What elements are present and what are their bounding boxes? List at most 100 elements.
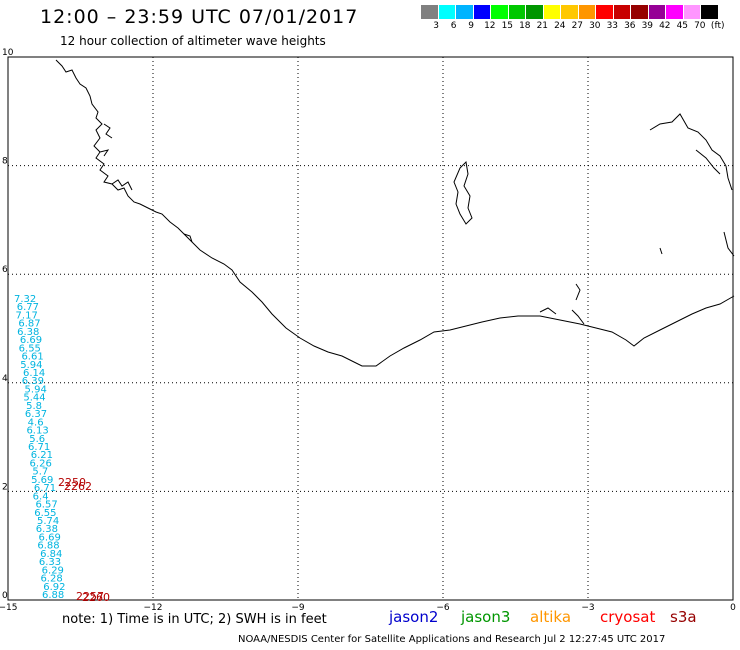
map-subtitle: 12 hour collection of altimeter wave hei… — [60, 34, 326, 48]
swh-label: 6.26 — [30, 458, 52, 469]
legend-swatch — [421, 5, 439, 19]
x-tick-label: −9 — [291, 603, 305, 610]
coastline-island-lake — [453, 160, 473, 225]
wave-height-map: −15 −12 −9 −6 −3 0 0 2 4 6 8 10 7.326.777.176.876.3… — [0, 48, 736, 610]
legend-swatch — [456, 5, 474, 19]
y-tick-label: 6 — [2, 265, 8, 275]
swh-label: 6.13 — [26, 426, 48, 437]
legend-label: 24 — [554, 21, 566, 31]
swh-label: 5.7 — [32, 467, 48, 478]
swh-label: 6.38 — [17, 327, 39, 338]
map-title: 12:00 – 23:59 UTC 07/01/2017 — [40, 6, 359, 28]
y-tick-label: 0 — [2, 591, 8, 601]
legend-label: 18 — [519, 21, 531, 31]
coastline-right-inlet — [649, 113, 735, 257]
y-tick-label: 8 — [2, 157, 8, 167]
y-tick-label: 10 — [2, 48, 14, 58]
swh-label: 6.38 — [36, 524, 58, 535]
color-legend — [421, 5, 719, 19]
legend-label: 12 — [484, 21, 496, 31]
legend-label: 30 — [589, 21, 601, 31]
x-tick-label: −6 — [436, 603, 450, 610]
mission-label-s3a: s3a — [670, 608, 697, 626]
legend-label: 39 — [641, 21, 654, 31]
legend-swatch — [473, 5, 491, 19]
map-frame — [7, 56, 734, 601]
y-tick-label: 2 — [2, 482, 8, 492]
swh-label: 7.32 — [14, 294, 36, 305]
swh-label: 6.69 — [20, 335, 42, 346]
mission-label-altika: altika — [530, 608, 572, 626]
legend-label: 21 — [536, 21, 549, 31]
swh-label: 6.28 — [40, 574, 62, 585]
swh-label: 5.44 — [23, 393, 45, 404]
swh-label: 6.71 — [34, 483, 56, 494]
swh-label: 5.94 — [20, 360, 42, 371]
swh-label: 6.21 — [31, 450, 53, 461]
swh-label: 6.4 — [33, 491, 49, 502]
legend-label: 42 — [659, 21, 671, 31]
legend-swatch — [561, 5, 579, 19]
axis-ticks: −15 −12 −9 −6 −3 0 0 2 4 6 8 10 — [0, 48, 736, 610]
swh-label: 6.88 — [42, 590, 64, 601]
swh-label-red: 2262 — [64, 480, 92, 493]
x-tick-label: −12 — [144, 603, 163, 610]
legend-label: 33 — [606, 21, 619, 31]
mission-label-cryosat: cryosat — [600, 608, 656, 626]
credit-footer: NOAA/NESDIS Center for Satellite Applica… — [238, 634, 666, 645]
legend-label: (ft) — [710, 21, 725, 31]
x-tick-label: −15 — [0, 603, 18, 610]
legend-label: 36 — [624, 21, 636, 31]
swh-label: 5.8 — [26, 401, 42, 412]
swh-label: 4.6 — [28, 417, 44, 428]
swh-label-red: 2250 — [58, 476, 86, 489]
coastline-main — [55, 59, 735, 367]
swh-label: 6.14 — [23, 368, 45, 379]
swh-label: 5.6 — [29, 434, 45, 445]
swh-label: 6.88 — [37, 541, 59, 552]
swh-label: 6.37 — [25, 409, 47, 420]
swh-label: 6.55 — [19, 343, 41, 354]
swh-label: 6.57 — [35, 500, 57, 511]
swh-label: 7.17 — [16, 310, 38, 321]
swh-label: 6.55 — [34, 508, 56, 519]
legend-label: 45 — [676, 21, 689, 31]
swh-label: 6.61 — [21, 352, 43, 363]
swh-label: 6.84 — [40, 549, 62, 560]
legend-swatch — [543, 5, 561, 19]
swh-label: 6.92 — [43, 582, 65, 593]
swh-labels-cyan: 7.326.777.176.876.386.696.556.615.946.14… — [14, 294, 65, 601]
mission-label-jason2: jason2 — [389, 608, 439, 626]
x-tick-label: 0 — [730, 603, 736, 610]
x-tick-label: −3 — [581, 603, 594, 610]
swh-label: 6.87 — [18, 319, 40, 330]
legend-label: 3 — [433, 21, 440, 31]
legend-swatch — [438, 5, 456, 19]
swh-label: 6.29 — [42, 565, 64, 576]
legend-label: 6 — [450, 21, 457, 31]
legend-swatch — [648, 5, 666, 19]
swh-label: 5.94 — [25, 384, 47, 395]
swh-label: 6.33 — [39, 557, 61, 568]
legend-swatch — [596, 5, 614, 19]
legend-label: 27 — [571, 21, 584, 31]
swh-label: 6.39 — [22, 376, 44, 387]
mission-label-jason3: jason3 — [461, 608, 511, 626]
legend-label: 9 — [468, 21, 475, 31]
swh-label-red: 2260 — [82, 591, 110, 604]
legend-label: 70 — [694, 21, 706, 31]
y-tick-label: 4 — [2, 374, 8, 384]
legend-swatch — [578, 5, 596, 19]
units-note: note: 1) Time is in UTC; 2) SWH is in fe… — [62, 612, 327, 627]
legend-swatch — [683, 5, 701, 19]
legend-swatch — [666, 5, 684, 19]
color-legend-labels: 3 6 9 12 15 18 21 24 27 30 33 36 39 42 45 70 (ft) — [421, 21, 740, 33]
legend-swatch — [613, 5, 631, 19]
coastline-bay-detail — [539, 247, 663, 325]
swh-label: 6.71 — [28, 442, 50, 453]
coastline-cove-left — [99, 123, 193, 243]
swh-label-red: 2257 — [76, 590, 104, 603]
swh-label: 5.74 — [37, 516, 59, 527]
legend-swatch — [526, 5, 544, 19]
